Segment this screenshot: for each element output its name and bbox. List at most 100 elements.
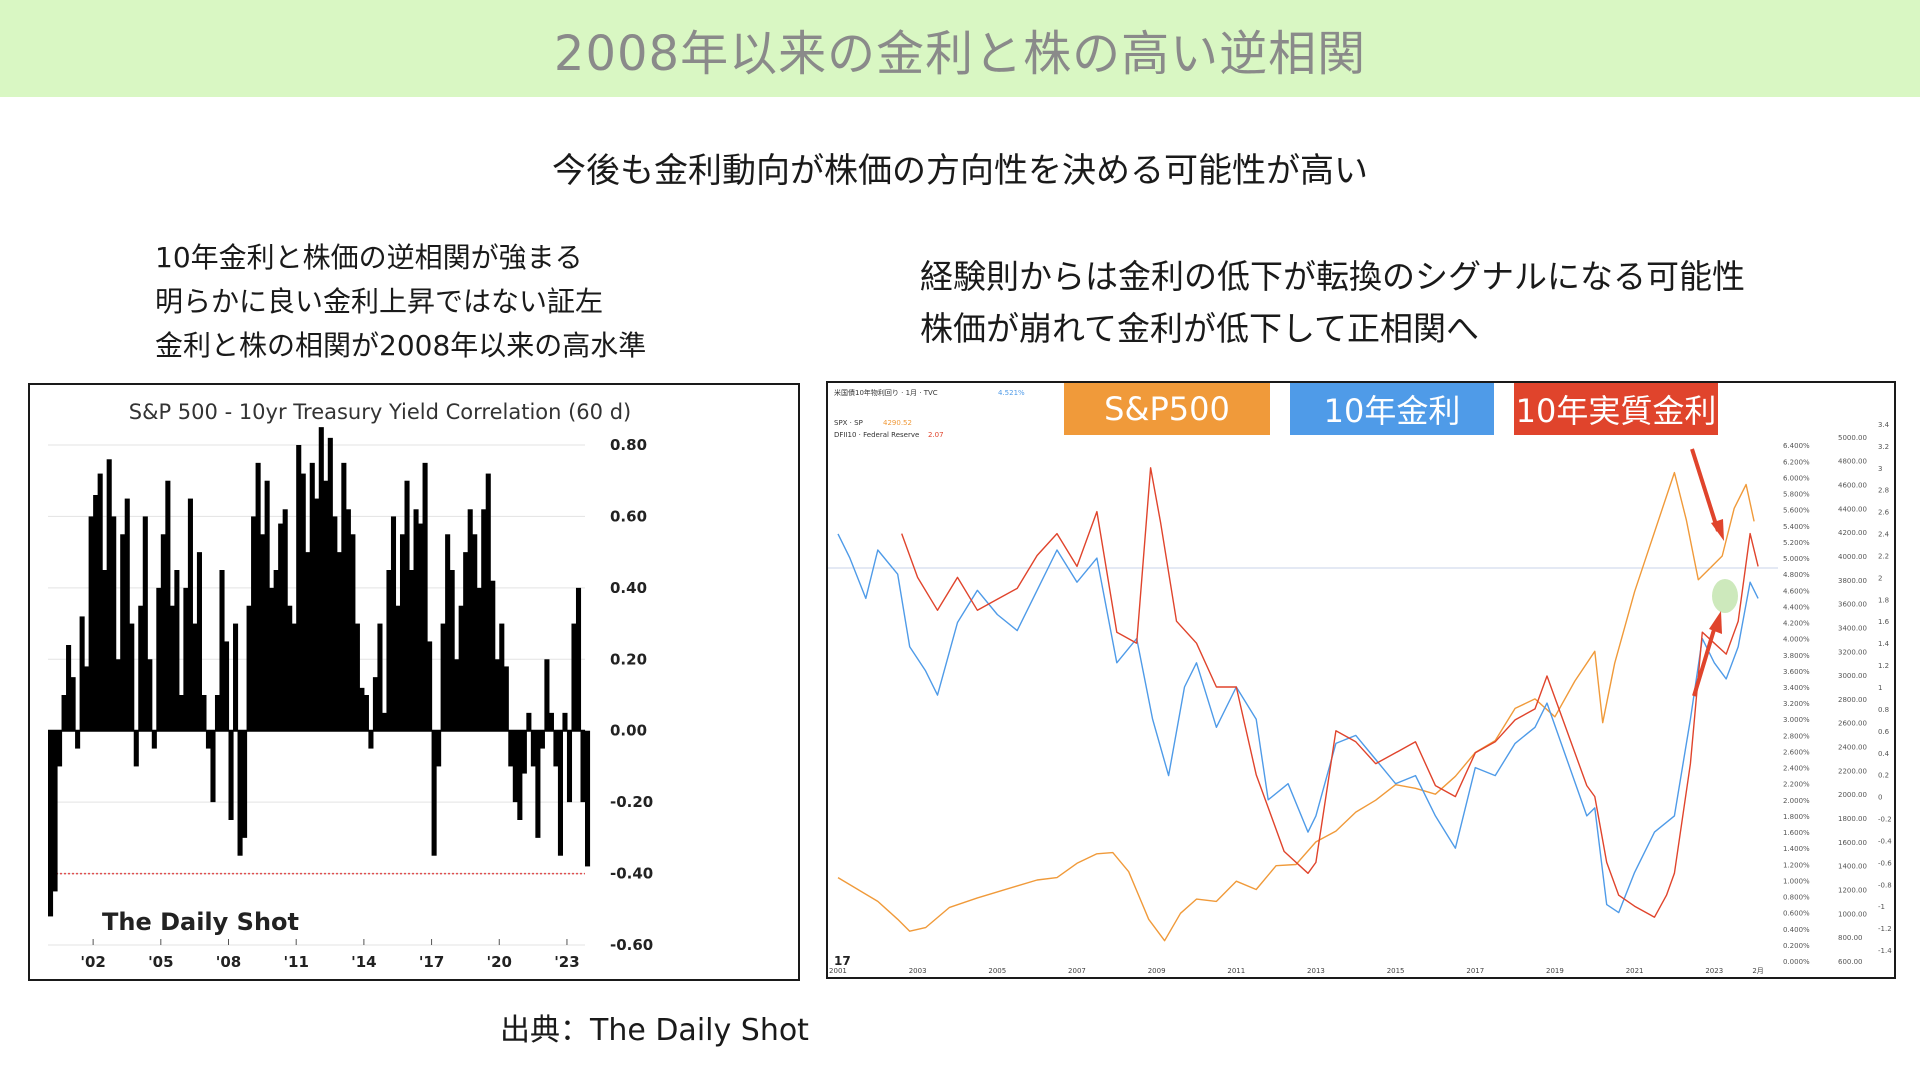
corr-bar (458, 605, 464, 731)
axis-10y-tick: 2.200% (1783, 781, 1810, 789)
correlation-chart: S&P 500 - 10yr Treasury Yield Correlatio… (48, 400, 653, 971)
corr-bar (377, 623, 383, 731)
tv-x-tick: 2月 (1752, 967, 1763, 975)
corr-bar (187, 498, 193, 731)
tv-x-tick: 2005 (988, 967, 1006, 975)
corr-bar (372, 677, 378, 731)
corr-bar (88, 516, 94, 731)
axis-real-tick: 1.2 (1878, 662, 1889, 670)
corr-bar (138, 605, 144, 731)
corr-bar (296, 445, 302, 731)
corr-x-tick: '17 (419, 953, 444, 971)
corr-bar (201, 695, 207, 731)
corr-bar (282, 509, 288, 731)
axis-real-tick: -0.4 (1878, 837, 1892, 845)
corr-bar (79, 616, 85, 731)
corr-bar (535, 730, 541, 838)
corr-bar (115, 659, 121, 731)
arrow-up-head-icon (1709, 611, 1722, 634)
legend-real: 10年実質金利 (1514, 383, 1718, 435)
corr-bar (102, 570, 108, 731)
axis-spx-tick: 4200.00 (1838, 529, 1867, 537)
corr-bar (278, 523, 284, 731)
tv-x-tick: 2009 (1148, 967, 1166, 975)
axis-spx-tick: 5000.00 (1838, 434, 1867, 442)
corr-bar (70, 677, 76, 731)
corr-bar (332, 516, 338, 731)
corr-bar (548, 712, 554, 731)
corr-bar (476, 587, 482, 731)
real-yield-line (901, 467, 1759, 918)
corr-bar (354, 623, 360, 731)
tv-header-real-value: 2.07 (928, 431, 944, 439)
axis-real-tick: 3 (1878, 465, 1882, 473)
corr-bar (84, 666, 90, 731)
corr-bar (260, 534, 266, 731)
corr-bar (242, 730, 248, 838)
axis-10y-tick: 2.000% (1783, 797, 1810, 805)
corr-x-tick: '08 (216, 953, 241, 971)
corr-bar (327, 437, 333, 731)
corr-bar (219, 570, 225, 731)
corr-bar (431, 730, 437, 856)
corr-bar (399, 534, 406, 731)
corr-bar (273, 570, 279, 731)
corr-bar (585, 730, 591, 867)
ten-year-line (837, 533, 1759, 914)
axis-10y-tick: 5.000% (1783, 555, 1810, 563)
corr-bar (264, 480, 270, 731)
corr-bar (305, 552, 311, 731)
legend-10y: 10年金利 (1290, 383, 1494, 435)
corr-bar (111, 516, 117, 731)
axis-real-tick: -0.8 (1878, 881, 1892, 889)
corr-x-tick: '11 (283, 953, 308, 971)
tv-header-spx: SPX · SP (834, 419, 863, 427)
page-title: 2008年以来の金利と株の高い逆相関 (553, 25, 1367, 82)
corr-x-tick: '23 (554, 953, 579, 971)
axis-10y-tick: 6.200% (1783, 458, 1810, 466)
corr-bar (129, 623, 135, 731)
axis-10y-tick: 5.600% (1783, 507, 1810, 515)
tv-x-tick: 2001 (829, 967, 847, 975)
corr-bar (553, 730, 559, 767)
corr-bar (237, 730, 243, 856)
axis-10y-tick: 4.800% (1783, 571, 1810, 579)
corr-x-tick: '05 (148, 953, 173, 971)
axis-spx-tick: 1200.00 (1838, 887, 1867, 895)
corr-bar (386, 570, 392, 731)
axis-spx-tick: 600.00 (1838, 958, 1863, 966)
corr-bar (318, 427, 324, 731)
corr-bar (413, 509, 419, 731)
axis-spx-tick: 4600.00 (1838, 481, 1867, 489)
tv-x-tick: 2023 (1705, 967, 1723, 975)
axis-10y-tick: 5.400% (1783, 523, 1810, 531)
corr-bar (287, 605, 293, 731)
corr-bar (404, 480, 410, 731)
left-notes: 10年金利と株価の逆相関が強まる 明らかに良い金利上昇ではない証左 金利と株の相… (155, 236, 646, 368)
corr-bar (48, 730, 54, 917)
corr-x-tick: '14 (351, 953, 376, 971)
axis-real-tick: 0.6 (1878, 728, 1890, 736)
corr-bar (120, 534, 126, 731)
corr-bar (440, 623, 446, 731)
tv-header-10y-value: 4.521% (998, 389, 1025, 397)
axis-real-tick: 0 (1878, 794, 1882, 802)
tv-header-10y: 米国債10年物利回り · 1月 · TVC (834, 388, 938, 397)
corr-bar (571, 623, 577, 731)
axis-spx-tick: 4400.00 (1838, 505, 1867, 513)
axis-spx-tick: 2000.00 (1838, 791, 1867, 799)
corr-bar (205, 730, 212, 749)
corr-bar (147, 659, 153, 731)
axis-10y-tick: 6.400% (1783, 442, 1810, 450)
corr-bar (345, 509, 351, 731)
axis-real-tick: -1.4 (1878, 947, 1892, 955)
axis-spx-tick: 2600.00 (1838, 720, 1867, 728)
tv-x-tick: 2019 (1546, 967, 1564, 975)
axis-real-tick: 2.8 (1878, 487, 1889, 495)
corr-bar (363, 695, 369, 731)
axis-real-tick: 1.6 (1878, 618, 1890, 626)
axis-10y-tick: 4.200% (1783, 620, 1810, 628)
corr-bar (445, 534, 451, 731)
corr-bar (539, 730, 545, 749)
axis-real-tick: -0.6 (1878, 859, 1892, 867)
